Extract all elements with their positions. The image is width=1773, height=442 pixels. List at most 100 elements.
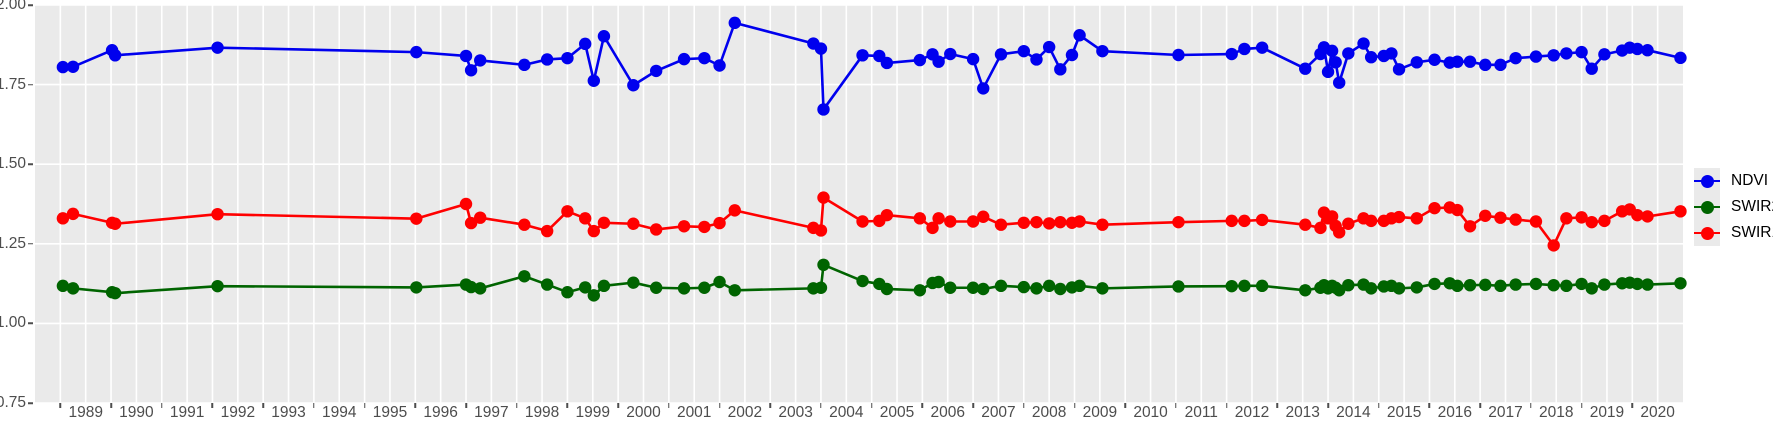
x-tick-mark <box>617 403 619 408</box>
legend: NDVI SWIR2 SWIR1 <box>1694 168 1773 246</box>
data-point <box>56 60 70 74</box>
data-point <box>856 49 869 62</box>
x-tick-mark <box>414 403 417 408</box>
x-tick-mark <box>211 403 214 408</box>
data-point <box>1096 44 1109 58</box>
data-point <box>649 223 663 236</box>
data-point <box>578 212 592 225</box>
data-point <box>728 204 741 217</box>
data-point <box>1333 226 1346 239</box>
data-point <box>677 220 691 233</box>
legend-dot-icon <box>1694 200 1720 214</box>
x-tick-mark <box>1631 403 1634 408</box>
data-point <box>1451 279 1464 293</box>
data-point <box>1073 29 1086 42</box>
x-tick-label: 2016 <box>1437 404 1473 421</box>
legend-item-swir2[interactable]: SWIR2 <box>1694 194 1773 220</box>
data-point <box>1585 282 1598 295</box>
y-tick-label: 1.50 <box>0 155 26 173</box>
data-point <box>856 215 869 228</box>
data-point <box>459 197 473 211</box>
data-point <box>410 45 423 59</box>
data-point <box>1364 51 1378 64</box>
legend-item-ndvi[interactable]: NDVI <box>1694 168 1773 194</box>
y-tick-mark <box>28 402 33 404</box>
x-tick-label: 2005 <box>879 404 915 421</box>
x-tick-label: 1989 <box>68 404 103 421</box>
data-point <box>1392 282 1406 295</box>
data-point <box>1494 211 1507 224</box>
data-point <box>1299 284 1312 297</box>
x-tick-mark <box>1580 403 1583 408</box>
data-point <box>540 278 554 291</box>
data-point <box>944 281 957 294</box>
x-tick-label: 1991 <box>169 404 205 421</box>
data-point <box>977 210 990 223</box>
data-point <box>66 282 80 295</box>
legend-item-swir1[interactable]: SWIR1 <box>1694 220 1773 246</box>
y-tick-mark <box>28 83 33 86</box>
x-tick-mark <box>1124 403 1126 408</box>
data-point <box>1575 211 1588 224</box>
x-tick-mark <box>566 403 569 408</box>
legend-key-icon <box>1694 168 1720 194</box>
x-tick-mark <box>363 403 366 408</box>
data-point <box>1494 58 1507 72</box>
data-point <box>994 279 1008 293</box>
y-axis: 0.75 1.00 1.25 1.50 1.75 2.00 <box>0 0 35 442</box>
data-point <box>597 30 611 43</box>
data-point <box>578 37 592 51</box>
y-tick-label: 2.00 <box>0 0 26 13</box>
data-point <box>1631 208 1644 222</box>
y-tick-mark <box>28 243 33 245</box>
x-tick-mark <box>59 403 62 408</box>
data-point <box>1054 282 1067 296</box>
data-point <box>1479 209 1492 222</box>
data-point <box>677 282 691 295</box>
data-point <box>1410 212 1423 225</box>
data-point <box>1017 44 1030 58</box>
data-point <box>1479 278 1492 292</box>
data-point <box>1631 277 1644 291</box>
legend-key-icon <box>1694 220 1720 246</box>
data-point <box>977 282 990 296</box>
data-point <box>713 59 726 72</box>
data-point <box>1255 279 1269 293</box>
data-point <box>698 51 711 65</box>
data-point <box>211 41 224 54</box>
data-point <box>1560 47 1573 60</box>
data-point <box>1529 215 1543 228</box>
legend-label: SWIR2 <box>1731 198 1773 215</box>
data-point <box>1641 210 1654 223</box>
data-point <box>880 282 894 296</box>
data-point <box>1342 278 1355 292</box>
x-tick-label: 2013 <box>1285 404 1320 421</box>
data-point <box>1054 215 1067 229</box>
data-point <box>1030 282 1043 295</box>
x-tick-label: 1994 <box>321 404 357 421</box>
data-point <box>1238 279 1251 293</box>
data-point <box>1172 48 1185 62</box>
data-point <box>677 52 691 66</box>
legend-label: SWIR1 <box>1731 224 1773 241</box>
data-point <box>1065 48 1079 62</box>
series-points-layer <box>56 16 1687 302</box>
data-point <box>880 56 894 70</box>
data-point <box>540 224 554 238</box>
data-point <box>1333 284 1346 297</box>
data-point <box>108 49 122 62</box>
data-point <box>1674 51 1687 65</box>
x-tick-label: 2004 <box>829 404 864 421</box>
x-tick-label: 1992 <box>220 404 256 421</box>
data-point <box>944 215 957 228</box>
data-point <box>464 280 478 294</box>
data-point <box>698 220 711 234</box>
data-point <box>1342 217 1355 230</box>
data-point <box>1560 212 1573 225</box>
data-point <box>1631 42 1644 56</box>
data-point <box>1329 56 1342 69</box>
data-point <box>728 16 741 30</box>
data-point <box>977 82 990 95</box>
data-point <box>1463 55 1477 68</box>
